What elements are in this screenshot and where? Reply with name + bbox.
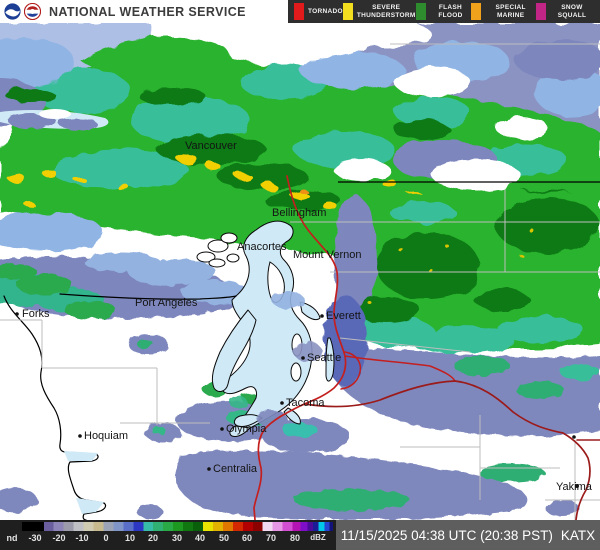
highways — [253, 175, 600, 521]
tick-nd: nd — [6, 533, 18, 543]
legend-item-tornado: TORNADO — [294, 0, 343, 23]
water-olympia-inlets — [233, 414, 263, 427]
echo-field-north — [0, 16, 600, 258]
water-lake-washington — [325, 337, 335, 382]
city-labels: Vancouver Bellingham Anacortes Mount Ver… — [22, 140, 593, 493]
town-dots — [15, 312, 579, 488]
warning-legend: TORNADO SEVERE THUNDERSTORM FLASH FLOOD … — [288, 0, 600, 23]
tick-m10: -10 — [75, 533, 89, 543]
city-label-port-angeles: Port Angeles — [135, 297, 198, 309]
highway-i5 — [253, 175, 347, 521]
nws-logo-icon — [24, 3, 41, 20]
highway-i90 — [344, 355, 456, 382]
water-hood-canal — [211, 309, 257, 392]
city-label-forks: Forks — [22, 308, 50, 320]
timestamp: 11/15/2025 04:38 UTC (20:38 PST) — [340, 527, 553, 543]
station-id: KATX — [560, 527, 596, 543]
nws-brand: NATIONAL WEATHER SERVICE — [0, 0, 246, 23]
severe-thunderstorm-swatch — [342, 3, 353, 20]
tick-m20: -20 — [52, 533, 66, 543]
snow-squall-label: SNOW SQUALL — [557, 4, 587, 19]
water-strait-of-georgia — [0, 109, 109, 130]
echo-field-east — [333, 190, 600, 353]
status-bar: 11/15/2025 04:38 UTC (20:38 PST) KATX — [336, 520, 600, 550]
legend-item-severe-thunderstorm: SEVERE THUNDERSTORM — [342, 0, 416, 23]
colorbar-unit-label: dBZ — [310, 533, 326, 542]
noaa-logo-icon — [4, 3, 21, 20]
tick-80: 80 — [289, 533, 301, 543]
snow-squall-swatch — [536, 3, 547, 20]
water-willapa-bay — [76, 498, 104, 514]
colorbar-panel: nd -30 -20 -10 0 10 20 30 40 50 60 70 80… — [0, 520, 600, 550]
tick-30: 30 — [171, 533, 183, 543]
city-label-olympia: Olympia — [226, 423, 267, 435]
radar-map: Vancouver Bellingham Anacortes Mount Ver… — [0, 16, 600, 521]
tick-20: 20 — [147, 533, 159, 543]
reflectivity-colorbar — [22, 522, 333, 531]
header: NATIONAL WEATHER SERVICE TORNADO SEVERE … — [0, 0, 600, 23]
radar-map-canvas: Vancouver Bellingham Anacortes Mount Ver… — [0, 16, 600, 521]
city-label-everett: Everett — [326, 310, 361, 322]
water-puget-sound — [211, 220, 335, 437]
echo-clear-gaps — [215, 16, 548, 191]
tick-40: 40 — [194, 533, 206, 543]
water-grays-harbor — [64, 451, 98, 461]
city-label-anacortes: Anacortes — [237, 241, 287, 253]
tick-0: 0 — [103, 533, 109, 543]
legend-item-special-marine: SPECIAL MARINE — [471, 0, 536, 23]
special-marine-label: SPECIAL MARINE — [495, 4, 526, 19]
city-label-seattle: Seattle — [307, 352, 341, 364]
tick-m30: -30 — [28, 533, 42, 543]
special-marine-swatch — [471, 3, 482, 20]
city-label-mount-vernon: Mount Vernon — [293, 249, 362, 261]
legend-item-snow-squall: SNOW SQUALL — [536, 0, 594, 23]
echo-over-sound — [229, 291, 322, 426]
tick-60: 60 — [241, 533, 253, 543]
tick-70: 70 — [265, 533, 277, 543]
coastline-pacific — [3, 295, 107, 521]
city-label-bellingham: Bellingham — [272, 207, 326, 219]
flash-flood-label: FLASH FLOOD — [438, 4, 463, 19]
tick-10: 10 — [124, 533, 136, 543]
highway-i405-loop — [340, 351, 362, 390]
coastal-bays — [64, 451, 104, 514]
county-lines — [0, 43, 600, 520]
tornado-swatch — [294, 3, 304, 20]
severe-thunderstorm-label: SEVERE THUNDERSTORM — [356, 4, 416, 19]
city-label-yakima: Yakima — [556, 481, 593, 493]
echo-field-strait — [0, 252, 249, 354]
coastline-strait-juan-de-fuca — [59, 293, 237, 300]
city-label-vancouver: Vancouver — [185, 140, 237, 152]
site-title: NATIONAL WEATHER SERVICE — [49, 4, 246, 19]
city-label-hoquiam: Hoquiam — [84, 430, 128, 442]
city-label-tacoma: Tacoma — [286, 397, 325, 409]
tornado-label: TORNADO — [308, 7, 343, 15]
highway-to-yakima — [304, 380, 591, 521]
flash-flood-swatch — [415, 3, 426, 20]
city-label-centralia: Centralia — [213, 463, 258, 475]
legend-item-flash-flood: FLASH FLOOD — [415, 0, 472, 23]
water-possession-sound — [299, 301, 321, 321]
tick-50: 50 — [218, 533, 230, 543]
